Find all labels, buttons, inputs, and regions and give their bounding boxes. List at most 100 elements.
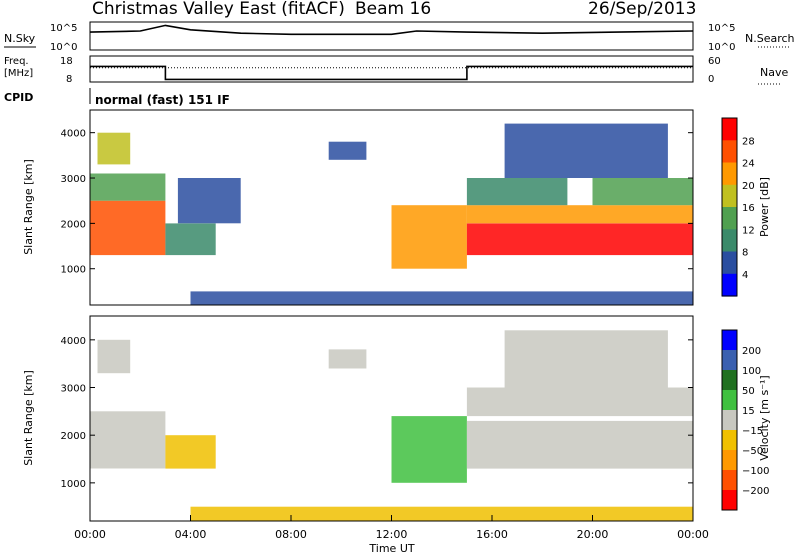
chart-title: Christmas Valley East (fitACF) — [92, 0, 345, 19]
velocity-ytick-label-1: 2000 — [61, 431, 86, 442]
velocity-colorbar-tick-7: −200 — [742, 486, 769, 497]
velocity-colorbar-cell-1 — [722, 350, 737, 371]
power-colorbar-tick-4: 20 — [742, 181, 755, 192]
velocity-colorbar-tick-1: 100 — [742, 366, 761, 377]
freq-panel-frame — [89, 55, 694, 83]
velocity-ylabel: Slant Range [km] — [22, 370, 35, 466]
power-colorbar-cell-4 — [722, 207, 737, 230]
power-region-6 — [391, 205, 467, 269]
noise-left-tick-top: 10^5 — [50, 23, 77, 34]
velocity-region-3 — [328, 349, 367, 369]
velocity-xtick-label-4: 16:00 — [476, 528, 508, 541]
nave-label: Nave — [760, 66, 788, 79]
velocity-colorbar-tick-2: 50 — [742, 386, 755, 397]
power-colorbar-cell-0 — [722, 118, 737, 141]
velocity-colorbar-cell-8 — [722, 490, 737, 511]
noise-left-tick-bottom: 10^0 — [50, 42, 77, 53]
date-label: 26/Sep/2013 — [588, 0, 696, 19]
power-ytick-label-2: 3000 — [61, 174, 86, 185]
power-region-2 — [97, 132, 131, 165]
velocity-xtick-label-3: 12:00 — [376, 528, 408, 541]
velocity-ytick-label-0: 1000 — [61, 479, 86, 490]
power-region-10 — [592, 178, 693, 206]
power-ytick-label-3: 4000 — [61, 129, 86, 140]
velocity-colorbar-cell-2 — [722, 370, 737, 391]
velocity-heatmap — [90, 330, 693, 521]
power-y-ticks: 1000 2000 3000 4000 — [61, 129, 693, 276]
power-region-8 — [466, 205, 693, 224]
power-colorbar-label: Power [dB] — [758, 177, 771, 237]
power-colorbar-tick-5: 24 — [742, 159, 755, 170]
velocity-xtick-label-5: 20:00 — [577, 528, 609, 541]
power-colorbar-tick-6: 28 — [742, 136, 755, 147]
power-heatmap — [90, 123, 693, 305]
velocity-y-ticks: 1000 2000 3000 4000 — [61, 336, 693, 490]
velocity-colorbar-label: Velocity [m s⁻¹] — [758, 375, 771, 460]
velocity-colorbar-tick-6: −100 — [742, 466, 769, 477]
velocity-region-4 — [391, 416, 467, 483]
power-region-1 — [90, 173, 166, 201]
velocity-colorbar: 200 100 50 15 −15 −50 −100 −200 — [721, 329, 769, 511]
freq-left-tick-top: 18 — [60, 56, 73, 67]
velocity-colorbar-cell-0 — [722, 330, 737, 351]
power-region-7 — [466, 223, 693, 256]
power-colorbar-tick-1: 8 — [742, 248, 748, 259]
noise-right-tick-top: 10^5 — [708, 23, 735, 34]
power-region-5 — [328, 141, 367, 160]
nsky-series-line — [89, 24, 694, 36]
beam-label: Beam 16 — [355, 0, 431, 19]
power-ylabel: Slant Range [km] — [22, 159, 35, 255]
cpid-label: CPID — [4, 91, 33, 104]
power-region-9 — [466, 178, 568, 206]
power-region-4 — [177, 178, 241, 224]
power-ytick-label-1: 2000 — [61, 219, 86, 230]
power-colorbar-frame — [721, 117, 738, 297]
velocity-region-2 — [165, 435, 216, 469]
velocity-region-6 — [466, 387, 693, 417]
velocity-xtick-label-1: 04:00 — [175, 528, 207, 541]
velocity-colorbar-tick-5: −50 — [742, 446, 763, 457]
velocity-colorbar-cell-4 — [722, 410, 737, 431]
power-colorbar-cell-5 — [722, 229, 737, 253]
nave-right-tick-bottom: 0 — [708, 74, 714, 85]
velocity-x-ticks: 00:00 04:00 08:00 12:00 16:00 20:00 00:00 — [74, 515, 709, 541]
freq-left-tick-bottom: 8 — [66, 74, 72, 85]
power-colorbar-cell-1 — [722, 140, 737, 164]
nsearch-label: N.Search — [745, 32, 795, 45]
power-colorbar-tick-0: 4 — [742, 270, 748, 281]
power-region-3 — [165, 223, 216, 256]
noise-right-tick-bottom: 10^0 — [708, 42, 735, 53]
nave-right-tick-top: 60 — [708, 56, 721, 67]
velocity-ytick-label-3: 4000 — [61, 336, 86, 347]
power-region-12 — [190, 291, 693, 305]
power-colorbar-cell-7 — [722, 273, 737, 297]
velocity-region-5 — [466, 420, 693, 469]
freq-label: Freq. — [4, 56, 29, 67]
velocity-colorbar-tick-4: −15 — [742, 426, 763, 437]
power-ytick-label-0: 1000 — [61, 265, 86, 276]
velocity-region-7 — [504, 330, 668, 388]
velocity-region-1 — [97, 339, 131, 374]
power-colorbar-cell-2 — [722, 162, 737, 186]
cpid-text: normal (fast) 151 IF — [95, 93, 230, 107]
velocity-xtick-label-6: 00:00 — [677, 528, 709, 541]
velocity-xtick-label-0: 00:00 — [74, 528, 106, 541]
power-colorbar-cell-6 — [722, 251, 737, 275]
velocity-region-8 — [190, 506, 693, 521]
velocity-ytick-label-2: 3000 — [61, 384, 86, 395]
nsky-label: N.Sky — [4, 32, 36, 45]
velocity-xtick-label-2: 08:00 — [275, 528, 307, 541]
velocity-colorbar-cell-5 — [722, 430, 737, 451]
velocity-colorbar-tick-3: 15 — [742, 406, 755, 417]
freq-unit-label: [MHz] — [4, 68, 33, 79]
noise-panel-frame — [89, 21, 694, 51]
power-colorbar: 4 8 12 16 20 24 28 — [721, 117, 755, 297]
power-colorbar-tick-2: 12 — [742, 225, 755, 236]
velocity-region-0 — [90, 411, 166, 469]
power-panel-frame — [89, 109, 694, 306]
power-colorbar-cell-3 — [722, 184, 737, 208]
velocity-colorbar-cell-6 — [722, 450, 737, 471]
velocity-colorbar-cell-3 — [722, 390, 737, 411]
velocity-colorbar-tick-0: 200 — [742, 346, 761, 357]
freq-series-line — [90, 65, 693, 81]
